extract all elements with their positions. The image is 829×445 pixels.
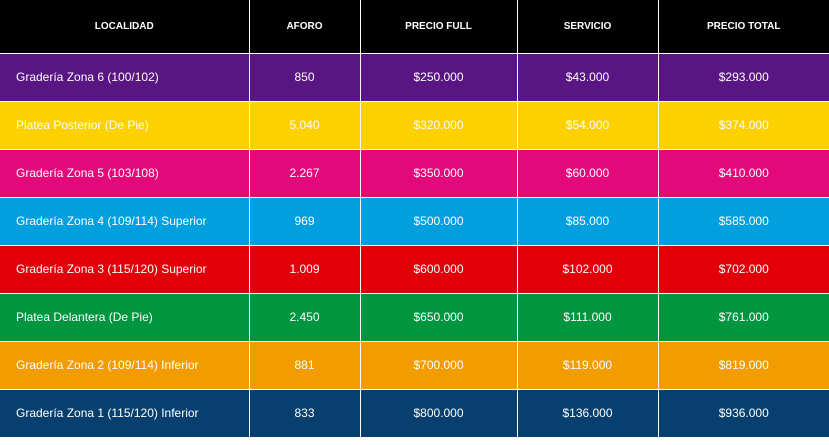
cell-servicio: $43.000 [517, 53, 659, 102]
cell-servicio: $85.000 [517, 197, 659, 246]
table-row: Gradería Zona 6 (100/102) 850 $250.000 $43.… [0, 53, 829, 102]
header-precio-full: PRECIO FULL [360, 0, 518, 54]
cell-servicio: $102.000 [517, 245, 659, 294]
cell-aforo: 2.267 [249, 149, 361, 198]
cell-localidad: Gradería Zona 2 (109/114) Inferior [0, 341, 250, 390]
table-header: LOCALIDAD AFORO PRECIO FULL SERVICIO PRE… [0, 0, 829, 54]
cell-localidad: Gradería Zona 6 (100/102) [0, 53, 250, 102]
cell-aforo: 850 [249, 53, 361, 102]
cell-aforo: 881 [249, 341, 361, 390]
cell-servicio: $136.000 [517, 389, 659, 438]
cell-servicio: $60.000 [517, 149, 659, 198]
cell-precio-full: $500.000 [360, 197, 518, 246]
cell-localidad: Gradería Zona 3 (115/120) Superior [0, 245, 250, 294]
cell-precio-full: $650.000 [360, 293, 518, 342]
table-row: Gradería Zona 4 (109/114) Superior 969 $50… [0, 197, 829, 246]
cell-localidad: Gradería Zona 5 (103/108) [0, 149, 250, 198]
cell-precio-total: $761.000 [658, 293, 829, 342]
cell-localidad: Platea Posterior (De Pie) [0, 101, 250, 150]
cell-precio-total: $702.000 [658, 245, 829, 294]
header-row: LOCALIDAD AFORO PRECIO FULL SERVICIO PRE… [0, 0, 829, 54]
cell-aforo: 833 [249, 389, 361, 438]
table-row: Platea Posterior (De Pie) 5.040 $320.000 $5… [0, 101, 829, 150]
cell-aforo: 5.040 [249, 101, 361, 150]
cell-precio-full: $320.000 [360, 101, 518, 150]
cell-precio-full: $350.000 [360, 149, 518, 198]
cell-servicio: $119.000 [517, 341, 659, 390]
table-row: Platea Delantera (De Pie) 2.450 $650.000 $1… [0, 293, 829, 342]
header-precio-total: PRECIO TOTAL [658, 0, 829, 54]
table-row: Gradería Zona 3 (115/120) Superior 1.009 $… [0, 245, 829, 294]
cell-precio-full: $600.000 [360, 245, 518, 294]
header-localidad: LOCALIDAD [0, 0, 250, 54]
cell-servicio: $111.000 [517, 293, 659, 342]
cell-localidad: Gradería Zona 1 (115/120) Inferior [0, 389, 250, 438]
cell-precio-total: $374.000 [658, 101, 829, 150]
cell-precio-total: $293.000 [658, 53, 829, 102]
table-row: Gradería Zona 2 (109/114) Inferior 881 $70… [0, 341, 829, 390]
cell-servicio: $54.000 [517, 101, 659, 150]
cell-precio-total: $585.000 [658, 197, 829, 246]
cell-precio-full: $250.000 [360, 53, 518, 102]
cell-aforo: 1.009 [249, 245, 361, 294]
cell-aforo: 2.450 [249, 293, 361, 342]
cell-localidad: Gradería Zona 4 (109/114) Superior [0, 197, 250, 246]
header-aforo: AFORO [249, 0, 361, 54]
cell-precio-total: $819.000 [658, 341, 829, 390]
cell-precio-total: $410.000 [658, 149, 829, 198]
cell-localidad: Platea Delantera (De Pie) [0, 293, 250, 342]
table-body: Gradería Zona 6 (100/102) 850 $250.000 $43.… [0, 53, 829, 438]
cell-aforo: 969 [249, 197, 361, 246]
table-row: Gradería Zona 1 (115/120) Inferior 833 $80… [0, 389, 829, 438]
table-row: Gradería Zona 5 (103/108) 2.267 $350.000 $6… [0, 149, 829, 198]
cell-precio-total: $936.000 [658, 389, 829, 438]
cell-precio-full: $800.000 [360, 389, 518, 438]
header-servicio: SERVICIO [517, 0, 659, 54]
cell-precio-full: $700.000 [360, 341, 518, 390]
